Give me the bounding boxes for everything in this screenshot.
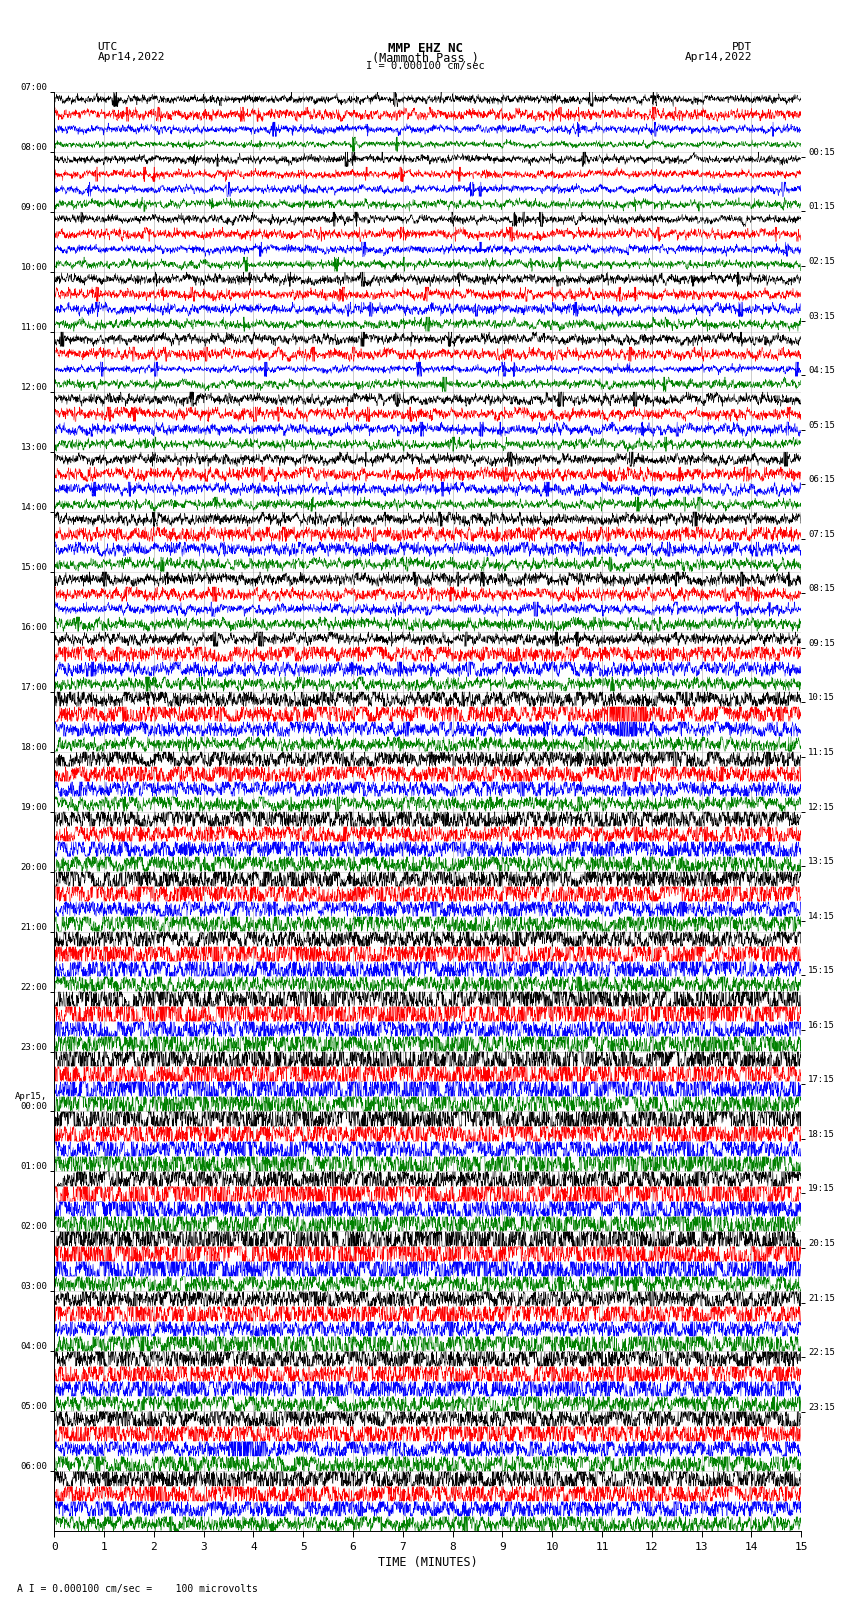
Text: PDT: PDT xyxy=(732,42,752,52)
X-axis label: TIME (MINUTES): TIME (MINUTES) xyxy=(377,1557,478,1569)
Text: Apr14,2022: Apr14,2022 xyxy=(98,52,165,61)
Text: Apr14,2022: Apr14,2022 xyxy=(685,52,752,61)
Text: UTC: UTC xyxy=(98,42,118,52)
Text: I = 0.000100 cm/sec: I = 0.000100 cm/sec xyxy=(366,61,484,71)
Text: (Mammoth Pass ): (Mammoth Pass ) xyxy=(371,52,479,65)
Text: MMP EHZ NC: MMP EHZ NC xyxy=(388,42,462,55)
Text: A I = 0.000100 cm/sec =    100 microvolts: A I = 0.000100 cm/sec = 100 microvolts xyxy=(17,1584,258,1594)
